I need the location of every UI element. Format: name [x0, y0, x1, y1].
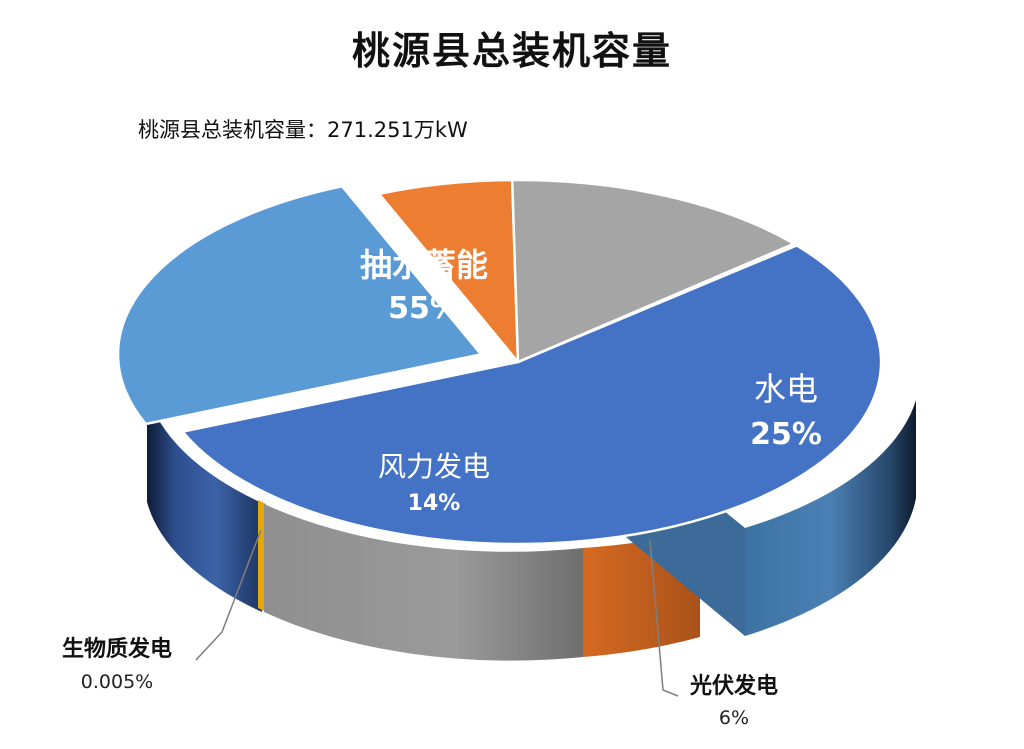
slice-value-pumped-storage: 55%	[388, 291, 460, 326]
leader-line-solar	[649, 539, 679, 697]
slice-label-biomass: 生物质发电	[62, 636, 172, 662]
leader-line-biomass	[195, 529, 262, 661]
slice-label-solar: 光伏发电	[689, 673, 778, 699]
slice-value-hydro: 25%	[750, 417, 822, 452]
chart-title: 桃源县总装机容量	[351, 28, 672, 73]
slice-value-solar: 6%	[719, 707, 749, 729]
slice-label-wind: 风力发电	[378, 450, 490, 483]
slice-side-pumped-storage	[147, 392, 262, 612]
chart-subtitle: 桃源县总装机容量：271.251万kW	[138, 118, 468, 142]
slice-value-wind: 14%	[408, 491, 461, 516]
slice-label-hydro: 水电	[754, 370, 818, 408]
slice-label-pumped-storage: 抽水蓄能	[360, 246, 488, 284]
slice-solar	[377, 178, 520, 364]
slice-wind	[510, 178, 796, 364]
slice-value-biomass: 0.005%	[81, 671, 153, 693]
slice-hydro	[116, 184, 483, 426]
slice-biomass	[516, 242, 799, 364]
slice-side-hydro	[745, 400, 916, 636]
slice-pumped-storage	[181, 242, 883, 546]
slice-side-wind	[264, 504, 583, 661]
